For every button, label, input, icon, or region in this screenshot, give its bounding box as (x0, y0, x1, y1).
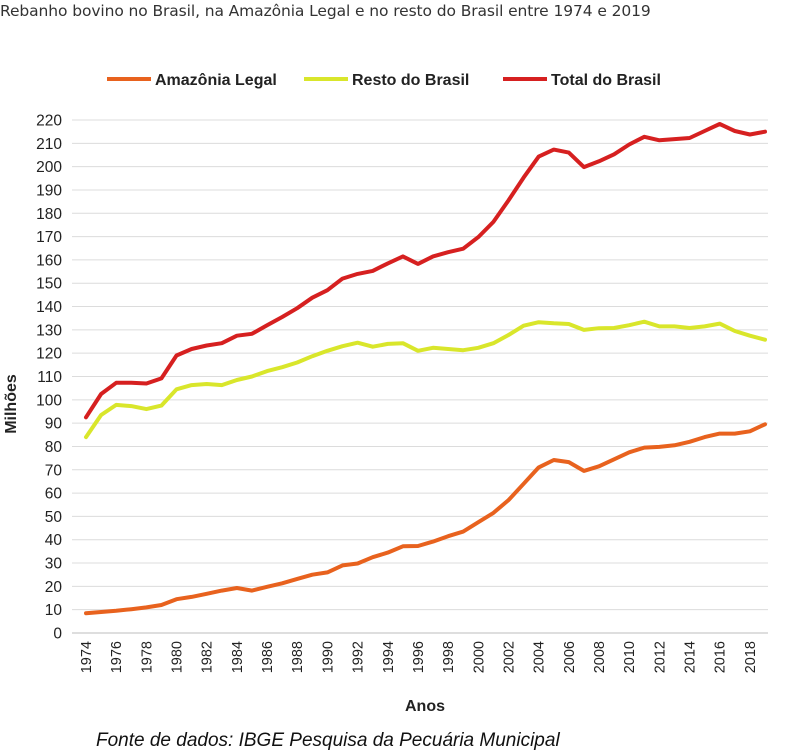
y-axis-label: Milhões (3, 374, 20, 434)
x-tick-label: 2006 (562, 641, 578, 673)
x-tick-label: 1974 (79, 641, 95, 673)
y-tick-label: 120 (36, 346, 62, 363)
x-tick-label: 2012 (652, 641, 668, 673)
data-source-note: Fonte de dados: IBGE Pesquisa da Pecuári… (96, 730, 560, 751)
series-lines (84, 122, 767, 616)
x-tick-label: 1988 (290, 641, 306, 673)
x-tick-label: 2008 (592, 641, 608, 673)
y-tick-label: 90 (45, 416, 63, 433)
y-tick-label: 150 (36, 276, 62, 293)
chart-title: Rebanho bovino no Brasil, na Amazônia Le… (0, 2, 651, 20)
y-tick-label: 10 (45, 602, 63, 619)
x-tick-label: 2002 (501, 641, 517, 673)
y-tick-label: 100 (36, 392, 62, 409)
legend: Amazônia Legal Resto do Brasil Total do Br… (107, 72, 661, 89)
y-tick-label: 20 (45, 579, 63, 596)
y-tick-label: 140 (36, 299, 62, 316)
y-tick-label: 50 (45, 509, 63, 526)
legend-label: Amazônia Legal (155, 72, 277, 89)
y-tick-label: 180 (36, 206, 62, 223)
y-tick-label: 30 (45, 556, 63, 573)
x-tick-label: 1986 (260, 641, 276, 673)
y-tick-label: 220 (36, 113, 62, 130)
x-tick-label: 1982 (200, 641, 216, 673)
y-tick-label: 170 (36, 229, 62, 246)
x-tick-label: 1990 (320, 641, 336, 673)
x-tick-label: 1996 (411, 641, 427, 673)
x-tick-label: 1976 (109, 641, 125, 673)
legend-label: Total do Brasil (551, 72, 661, 89)
x-tick-label: 2000 (471, 641, 487, 673)
x-tick-label: 1984 (230, 641, 246, 673)
legend-label: Resto do Brasil (352, 72, 469, 89)
y-axis-ticks: 0 10 20 30 40 50 60 70 80 90 100 110 120 130 140 150 160… (36, 113, 62, 643)
y-tick-label: 70 (45, 462, 63, 479)
y-tick-label: 60 (45, 486, 63, 503)
x-tick-label: 2016 (713, 641, 729, 673)
x-tick-label: 2010 (622, 641, 638, 673)
x-tick-label: 2018 (743, 641, 759, 673)
x-tick-label: 1978 (139, 641, 155, 673)
y-tick-label: 130 (36, 322, 62, 339)
x-tick-label: 2004 (532, 641, 548, 673)
x-tick-label: 1980 (170, 641, 186, 673)
x-axis-ticks: 1974 1976 1978 1980 1982 1984 1986 1988 1990 1992… (79, 641, 759, 673)
series-line (84, 422, 767, 616)
series-line (84, 319, 767, 440)
x-tick-label: 1998 (441, 641, 457, 673)
x-tick-label: 1994 (381, 641, 397, 673)
x-tick-label: 2014 (683, 641, 699, 673)
y-tick-label: 190 (36, 182, 62, 199)
y-tick-label: 0 (53, 626, 62, 643)
x-tick-label: 1992 (351, 641, 367, 673)
y-tick-label: 160 (36, 252, 62, 269)
x-axis-label: Anos (405, 698, 445, 715)
y-tick-label: 40 (45, 532, 63, 549)
y-tick-label: 80 (45, 439, 63, 456)
y-tick-label: 200 (36, 159, 62, 176)
series-line (84, 122, 767, 420)
y-tick-label: 110 (37, 369, 62, 386)
y-tick-label: 210 (36, 136, 62, 153)
gridlines (72, 119, 768, 634)
